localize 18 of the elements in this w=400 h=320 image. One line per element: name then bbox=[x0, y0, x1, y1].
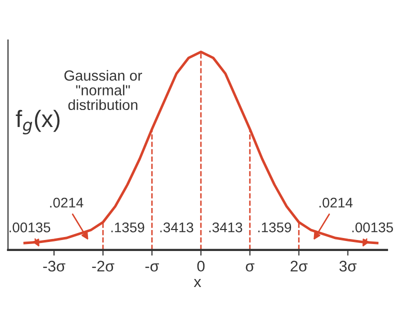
x-tick-label: 3σ bbox=[339, 260, 357, 272]
x-tick-label: -2σ bbox=[92, 260, 114, 272]
annotation: .1359 bbox=[111, 222, 144, 232]
y-axis-title: f$_{g}$(x) bbox=[16, 110, 60, 134]
annotation: .3413 bbox=[160, 222, 194, 232]
x-axis-title: x bbox=[194, 278, 202, 288]
annotation: .0214 bbox=[50, 198, 84, 208]
annotation: .00135 bbox=[10, 222, 50, 232]
annotation: .0214 bbox=[319, 198, 353, 208]
x-tick-label: 0 bbox=[197, 260, 205, 272]
x-tick-label: 2σ bbox=[290, 260, 308, 272]
annotation: .1359 bbox=[258, 222, 292, 232]
x-tick-label: -3σ bbox=[43, 260, 66, 272]
x-tick-label: σ bbox=[246, 263, 254, 272]
annotation: .3413 bbox=[209, 222, 242, 232]
annotation: .00135 bbox=[352, 222, 393, 232]
x-tick-label: -σ bbox=[145, 263, 159, 272]
annotation: Gaussian or "normal" distribution bbox=[64, 70, 142, 110]
